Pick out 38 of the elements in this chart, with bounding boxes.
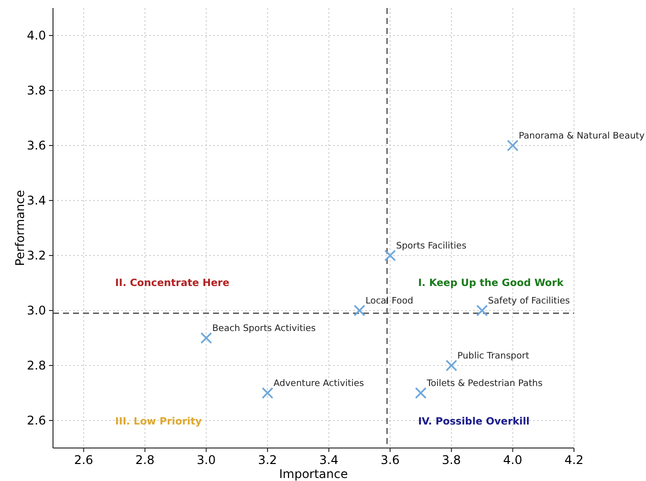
point [414, 387, 427, 399]
y-tick-label: 2.8 [26, 358, 46, 373]
annotation: I. Keep Up the Good Work [418, 278, 564, 290]
annotation: Sports Facilities [396, 242, 467, 252]
point [384, 250, 396, 262]
y-tick-label: 3.4 [26, 194, 46, 208]
annotation: III. Low Priority [115, 416, 202, 428]
point [262, 387, 274, 399]
annotation: Adventure Activities [274, 379, 364, 389]
x-tick-label: 2.8 [135, 453, 154, 467]
x-axis-title: Importance [279, 467, 348, 481]
y-tick-label: 3.0 [26, 304, 46, 318]
annotation: Public Transport [457, 352, 530, 362]
x-tick-label: 2.6 [74, 453, 94, 467]
point [506, 140, 519, 152]
annotation: Panorama & Natural Beauty [518, 132, 646, 142]
point [200, 332, 212, 344]
x-tick-label: 3.2 [258, 453, 278, 467]
point [446, 360, 458, 372]
y-tick-label: 3.6 [26, 138, 46, 153]
x-tick-label: 3.8 [442, 453, 461, 467]
x-tick-label: 3.4 [319, 453, 338, 467]
y-axis-title: Performance [13, 190, 27, 266]
y-tick-label: 4.0 [26, 28, 46, 43]
point [354, 304, 366, 316]
y-tick-label: 2.6 [26, 414, 46, 428]
annotation: Safety of Facilities [488, 296, 570, 306]
y-tick-label: 3.2 [26, 248, 46, 263]
x-tick-label: 4.0 [503, 453, 522, 467]
x-tick-label: 3.6 [380, 453, 400, 467]
annotation: II. Concentrate Here [115, 278, 230, 290]
x-tick-label: 3.0 [196, 453, 216, 467]
point [476, 304, 488, 316]
annotation: Beach Sports Activities [212, 324, 316, 334]
annotation: IV. Possible Overkill [418, 416, 530, 428]
y-tick-label: 3.8 [26, 84, 46, 98]
x-tick-label: 4.2 [564, 453, 584, 467]
annotation: Toilets & Pedestrian Paths [426, 379, 543, 389]
